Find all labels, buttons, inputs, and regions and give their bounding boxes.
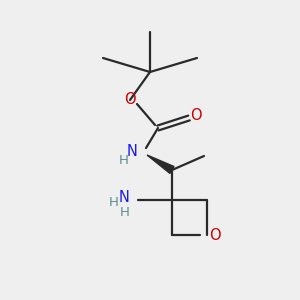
Text: H: H [119, 154, 129, 166]
Text: O: O [209, 227, 221, 242]
Polygon shape [147, 155, 174, 173]
Text: O: O [124, 92, 136, 107]
Text: O: O [190, 109, 202, 124]
Text: H: H [120, 206, 130, 218]
Text: N: N [118, 190, 129, 206]
Text: H: H [109, 196, 119, 208]
Text: N: N [126, 143, 137, 158]
